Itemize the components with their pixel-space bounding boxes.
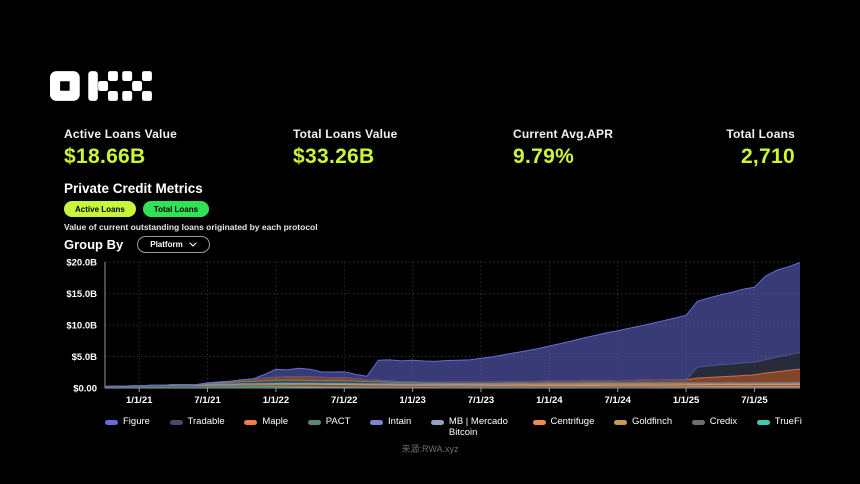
x-tick-label: 1/1/23: [399, 395, 425, 406]
group-by-dropdown[interactable]: Platform: [137, 236, 210, 253]
chart-legend: Figure Tradable Maple PACT Intain MB | Mercad…: [105, 416, 802, 439]
total-loans-button[interactable]: Total Loans: [142, 201, 210, 217]
x-tick-label: 7/1/24: [604, 395, 631, 406]
legend-item-centrifuge[interactable]: Centrifuge: [532, 416, 595, 428]
metric-total-loans-value: Total Loans Value $33.26B: [293, 127, 398, 169]
legend-swatch-icon: [430, 420, 444, 425]
metric-label: Active Loans Value: [64, 127, 177, 141]
legend-swatch-icon: [756, 420, 770, 425]
legend-item-truefi[interactable]: TrueFi: [756, 416, 802, 428]
legend-swatch-icon: [691, 420, 705, 425]
chart-svg[interactable]: $0.00 $5.0B $10.0B $15.0B $20.0B 1/1/21 7/1/21…: [0, 254, 860, 414]
legend-item-pact[interactable]: PACT: [307, 416, 351, 428]
legend-label: Intain: [388, 416, 412, 427]
legend-label: Tradable: [187, 416, 225, 427]
y-tick-label: $0.00: [73, 384, 97, 395]
chart: $0.00 $5.0B $10.0B $15.0B $20.0B 1/1/21 7/1/21…: [0, 254, 860, 414]
legend-swatch-icon: [370, 420, 384, 425]
chevron-down-icon: [189, 242, 197, 247]
legend-label: Maple: [262, 416, 289, 427]
legend-label: TrueFi: [774, 416, 802, 427]
x-tick-label: 1/1/21: [126, 395, 153, 406]
legend-item-maple[interactable]: Maple: [244, 416, 289, 428]
chart-description: Value of current outstanding loans origi…: [64, 222, 318, 232]
x-tick-label: 7/1/23: [468, 395, 494, 406]
loans-toggle-group: Active Loans Total Loans: [64, 201, 210, 217]
y-tick-label: $20.0B: [66, 258, 97, 269]
legend-item-mb-mercado-bitcoin[interactable]: MB | Mercado Bitcoin: [430, 416, 513, 439]
x-tick-label: 1/1/25: [673, 395, 700, 406]
metric-value: 2,710: [740, 145, 795, 168]
legend-swatch-icon: [105, 420, 118, 425]
legend-swatch-icon: [307, 420, 321, 425]
metric-active-loans-value: Active Loans Value $18.66B: [64, 127, 177, 169]
area-truefi: [105, 385, 800, 388]
y-tick-label: $15.0B: [66, 289, 97, 300]
line-figure: [104, 262, 801, 387]
legend-item-intain[interactable]: Intain: [370, 416, 412, 428]
x-tick-label: 1/1/22: [263, 395, 289, 406]
y-tick-label: $10.0B: [66, 321, 97, 332]
legend-swatch-icon: [169, 420, 183, 425]
x-tick-label: 1/1/24: [536, 395, 563, 406]
okx-logo: [50, 71, 152, 101]
group-by-row: Group By Platform: [64, 236, 210, 253]
legend-label: Figure: [123, 416, 150, 427]
legend-label: Credix: [709, 416, 738, 427]
x-tick-label: 7/1/25: [741, 395, 768, 406]
group-by-value: Platform: [150, 240, 183, 249]
legend-item-figure[interactable]: Figure: [105, 416, 150, 428]
metric-label: Total Loans Value: [293, 127, 398, 141]
legend-item-tradable[interactable]: Tradable: [169, 416, 225, 428]
metric-label: Total Loans: [726, 127, 795, 141]
metric-value: $18.66B: [64, 145, 146, 168]
area-maple: [105, 369, 800, 387]
section-title: Private Credit Metrics: [64, 181, 203, 196]
group-by-label: Group By: [64, 237, 124, 252]
x-tick-label: 7/1/22: [331, 395, 357, 406]
metric-current-avg-apr: Current Avg.APR 9.79%: [513, 127, 613, 169]
legend-label: MB | Mercado Bitcoin: [448, 416, 508, 438]
okx-logo-k-bar: [88, 71, 98, 101]
source-text: 来源:RWA.xyz: [401, 444, 459, 454]
active-loans-button[interactable]: Active Loans: [64, 201, 136, 217]
line-goldfinch: [104, 383, 800, 387]
legend-label: Centrifuge: [550, 416, 595, 427]
area-centrifuge: [105, 383, 800, 387]
metric-label: Current Avg.APR: [513, 127, 614, 141]
metric-total-loans: Total Loans 2,710: [726, 127, 795, 169]
legend-label: Goldfinch: [631, 416, 673, 427]
legend-item-credix[interactable]: Credix: [691, 416, 738, 428]
legend-item-goldfinch[interactable]: Goldfinch: [613, 416, 673, 428]
area-figure: [105, 262, 800, 387]
legend-swatch-icon: [532, 420, 546, 425]
metric-value: 9.79%: [513, 145, 575, 168]
metric-value: $33.26B: [293, 145, 375, 168]
legend-swatch-icon: [244, 420, 258, 425]
legend-label: PACT: [325, 416, 351, 427]
y-tick-label: $5.0B: [72, 352, 97, 363]
legend-swatch-icon: [613, 420, 627, 425]
x-tick-label: 7/1/21: [194, 395, 221, 406]
okx-logo-o: [50, 71, 80, 101]
